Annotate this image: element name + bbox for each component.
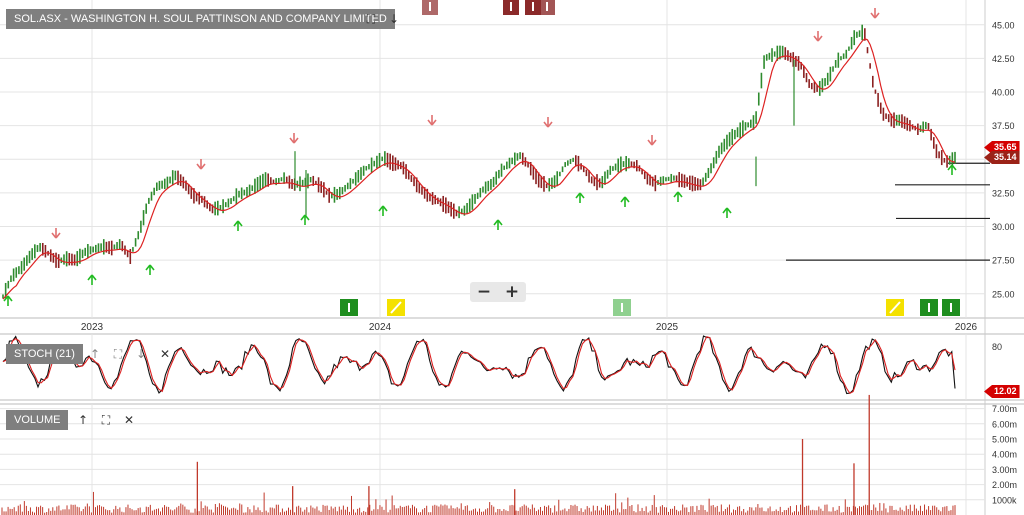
volume-panel-label: VOLUME: [6, 410, 69, 430]
down-arrow-icon: [427, 115, 437, 126]
volume-tick-label: 5.00m: [992, 435, 1017, 445]
stoch-value-tag: 12.02: [984, 385, 1020, 398]
down-arrow-icon: [289, 133, 299, 144]
event-marker-glyph: [889, 301, 901, 314]
event-marker-glyph: [928, 303, 930, 312]
event-marker-glyph: [429, 2, 431, 11]
y-tick-label: 37.50: [992, 121, 1015, 131]
up-arrow-icon: [3, 295, 13, 306]
zoom-control: − +: [470, 282, 526, 302]
event-marker-glyph: [532, 2, 534, 11]
stoch-d-line: [2, 336, 956, 395]
up-arrow-shape: [145, 264, 155, 275]
close-icon[interactable]: ✕: [159, 347, 171, 361]
down-arrow-icon: [543, 117, 553, 128]
down-arrow-shape: [51, 228, 61, 239]
close-icon[interactable]: ✕: [123, 413, 135, 427]
x-tick-label: 2024: [369, 322, 392, 333]
down-arrow-shape: [543, 117, 553, 128]
y-tick-label: 32.50: [992, 188, 1015, 198]
up-arrow-shape: [947, 164, 957, 175]
down-arrow-icon: [870, 8, 880, 19]
x-tick-label: 2025: [656, 322, 679, 333]
up-arrow-shape: [378, 205, 388, 216]
expand-icon[interactable]: ⛶: [113, 346, 123, 361]
up-arrow-icon: [145, 264, 155, 275]
arrow-down-icon[interactable]: ↓: [135, 347, 147, 361]
volume-tick-label: 6.00m: [992, 419, 1017, 429]
volume-tick-label: 1000k: [992, 495, 1017, 505]
volume-tick-label: 7.00m: [992, 404, 1017, 414]
down-arrow-shape: [870, 8, 880, 19]
x-tick-label: 2026: [955, 322, 978, 333]
down-arrow-shape: [813, 31, 823, 42]
y-tick-label: 25.00: [992, 289, 1015, 299]
up-arrow-shape: [673, 191, 683, 202]
y-tick-label: 40.00: [992, 88, 1015, 98]
down-arrow-shape: [196, 159, 206, 170]
zoom-out-button[interactable]: −: [476, 282, 492, 302]
up-arrow-shape: [233, 220, 243, 231]
down-arrow-icon: [51, 228, 61, 239]
y-tick-label: 30.00: [992, 222, 1015, 232]
event-marker-glyph: [348, 303, 350, 312]
up-arrow-icon: [233, 220, 243, 231]
down-arrow-shape: [647, 135, 657, 146]
up-arrow-icon: [575, 192, 585, 203]
y-tick-label: 42.50: [992, 54, 1015, 64]
up-arrow-icon: [673, 191, 683, 202]
volume-bars: [1, 394, 956, 515]
volume-tick-label: 2.00m: [992, 480, 1017, 490]
zoom-in-button[interactable]: +: [504, 282, 520, 302]
stoch-panel-label: STOCH (21): [6, 344, 83, 364]
event-marker-glyph: [950, 303, 952, 312]
up-arrow-shape: [300, 214, 310, 225]
up-arrow-shape: [722, 207, 732, 218]
volume-tick-label: 3.00m: [992, 465, 1017, 475]
arrow-down-icon[interactable]: ↓: [388, 12, 400, 26]
up-arrow-shape: [575, 192, 585, 203]
stoch-k-line: [2, 335, 956, 395]
down-arrow-shape: [289, 133, 299, 144]
volume-tick-label: 4.00m: [992, 450, 1017, 460]
main-panel-label: SOL.ASX - WASHINGTON H. SOUL PATTINSON A…: [6, 9, 395, 29]
price-tag-high: 35.65: [984, 141, 1020, 154]
expand-icon[interactable]: ⛶: [366, 11, 376, 26]
up-arrow-icon: [947, 164, 957, 175]
event-marker-glyph: [390, 301, 402, 314]
up-arrow-icon: [300, 214, 310, 225]
y-tick-label: 45.00: [992, 20, 1015, 30]
expand-icon[interactable]: ⛶: [101, 412, 111, 427]
down-arrow-icon: [196, 159, 206, 170]
event-marker-glyph: [621, 303, 623, 312]
up-arrow-icon: [87, 274, 97, 285]
down-arrow-shape: [427, 115, 437, 126]
y-tick-label: 27.50: [992, 256, 1015, 266]
x-tick-label: 2023: [81, 322, 104, 333]
up-arrow-shape: [3, 295, 13, 306]
up-arrow-shape: [620, 196, 630, 207]
up-arrow-icon: [620, 196, 630, 207]
arrow-up-icon[interactable]: ↑: [77, 413, 89, 427]
price-tag-last: 35.14: [984, 151, 1020, 164]
down-arrow-icon: [813, 31, 823, 42]
moving-average-line: [2, 37, 956, 300]
up-arrow-icon: [493, 219, 503, 230]
stoch-tick-label: 80: [992, 342, 1002, 352]
up-arrow-icon: [722, 207, 732, 218]
arrow-up-icon[interactable]: ↑: [89, 347, 101, 361]
up-arrow-shape: [493, 219, 503, 230]
event-marker-glyph: [510, 2, 512, 11]
down-arrow-icon: [647, 135, 657, 146]
up-arrow-shape: [87, 274, 97, 285]
up-arrow-icon: [378, 205, 388, 216]
event-marker-glyph: [546, 2, 548, 11]
